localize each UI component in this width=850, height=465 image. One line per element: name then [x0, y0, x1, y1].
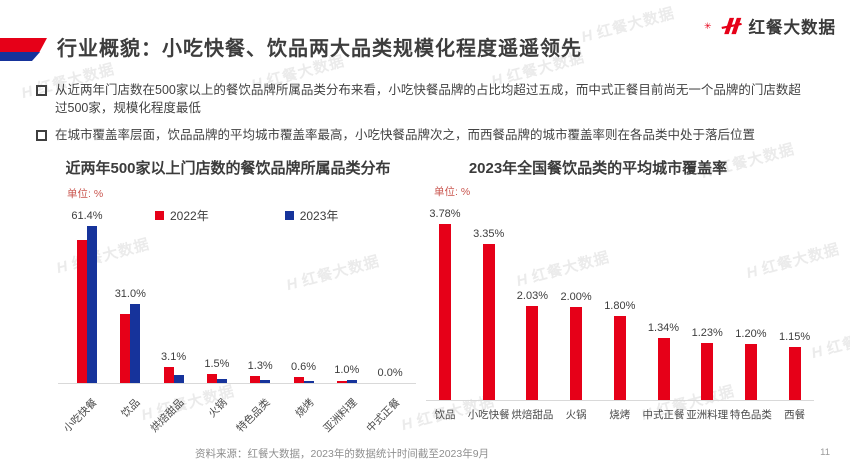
bar-2023-烧烤: [303, 381, 314, 383]
bullet-item: 从近两年门店数在500家以上的餐饮品牌所属品类分布来看，小吃快餐品牌的占比均超过…: [36, 82, 808, 118]
value-label: 1.80%: [604, 300, 636, 312]
bar-火锅: [570, 307, 583, 400]
legend-label-2023: 2023年: [299, 209, 339, 223]
bullet-text: 从近两年门店数在500家以上的餐饮品牌所属品类分布来看，小吃快餐品牌的占比均超过…: [55, 83, 801, 115]
value-label: 0.0%: [377, 367, 403, 379]
source-note: 资料来源：红餐大数据，2023年的数据统计时间截至2023年9月: [195, 448, 490, 460]
bar-2023-饮品: [130, 304, 141, 383]
logo-spark-icon: ✳: [703, 20, 712, 31]
bullet-item: 在城市覆盖率层面，饮品品牌的平均城市覆盖率最高，小吃快餐品牌次之，而西餐品牌的城…: [36, 127, 808, 145]
value-label: 1.3%: [247, 360, 273, 372]
category-label: 烧烤: [609, 409, 631, 421]
value-label: 1.5%: [204, 358, 230, 370]
value-label: 31.0%: [114, 288, 146, 300]
value-label: 1.20%: [735, 328, 767, 340]
bar-特色品类: [744, 344, 757, 400]
bar-亚洲料理: [701, 343, 714, 400]
category-label: 火锅: [565, 409, 587, 421]
value-label: 3.35%: [473, 228, 505, 240]
value-label: 3.1%: [161, 351, 187, 363]
watermark-logo: H红餐大数据: [514, 248, 612, 291]
legend-swatch-2023: [284, 211, 294, 220]
bar-2022-亚洲料理: [336, 381, 347, 383]
bar-烘焙甜品: [526, 306, 539, 400]
watermark-logo: H红餐大数据: [744, 240, 842, 283]
bar-西餐: [788, 347, 801, 400]
page-title: 行业概貌：小吃快餐、饮品两大品类规模化程度遥遥领先: [57, 38, 582, 60]
category-label: 饮品: [434, 409, 456, 421]
bar-2022-烧烤: [293, 377, 304, 383]
brand-logo-text: 红餐大数据: [748, 19, 836, 37]
title-flag-blue: [0, 52, 40, 61]
bar-饮品: [439, 224, 451, 400]
title-flag-red: [0, 38, 47, 52]
bar-2022-烘焙甜品: [163, 367, 174, 383]
bar-2022-饮品: [120, 314, 131, 383]
category-label: 烘焙甜品: [511, 409, 554, 421]
left-chart-title: 近两年500家以上门店数的餐饮品牌所属品类分布: [65, 160, 391, 177]
value-label: 61.4%: [71, 210, 103, 222]
value-label: 0.6%: [290, 361, 317, 373]
bar-2023-烘焙甜品: [173, 375, 184, 383]
legend-label-2022: 2022年: [170, 209, 209, 223]
bar-2022-火锅: [206, 374, 217, 383]
left-chart-x-axis: [58, 383, 416, 384]
watermark-logo: H红餐大数据: [54, 235, 152, 278]
value-label: 1.15%: [778, 331, 811, 343]
page-number: 11: [820, 447, 830, 458]
legend-item-2023: 2023年: [284, 207, 339, 224]
right-chart-title: 2023年全国餐饮品类的平均城市覆盖率: [468, 160, 728, 177]
bar-2023-火锅: [216, 379, 227, 383]
value-label: 3.78%: [429, 208, 461, 220]
bar-2023-亚洲料理: [346, 380, 357, 383]
category-label: 西餐: [784, 409, 806, 421]
left-chart-unit-label: 单位: %: [67, 188, 104, 200]
category-label: 特色品类: [729, 409, 772, 421]
bar-2022-特色品类: [250, 376, 261, 383]
brand-logo: ✳ 红餐大数据: [704, 14, 836, 38]
value-label: 1.23%: [691, 327, 723, 339]
watermark-logo: H红餐大数据: [284, 252, 382, 295]
value-label: 1.34%: [647, 322, 680, 334]
brand-h-icon: [721, 17, 742, 35]
legend-swatch-2022: [155, 211, 164, 220]
category-label: 中式正餐: [642, 409, 685, 421]
legend-item-2022: 2022年: [155, 207, 209, 224]
summary-bullets: 从近两年门店数在500家以上的餐饮品牌所属品类分布来看，小吃快餐品牌的占比均超过…: [36, 82, 808, 144]
left-chart-legend: 2022年 2023年: [155, 207, 338, 224]
right-chart-unit-label: 单位: %: [434, 186, 471, 198]
right-chart-x-axis: [426, 400, 814, 401]
watermark-logo: H红餐大数据: [579, 4, 677, 47]
value-label: 2.00%: [560, 291, 592, 303]
category-label: 小吃快餐: [467, 409, 510, 421]
value-label: 2.03%: [516, 290, 548, 302]
bar-2023-小吃快餐: [87, 226, 97, 383]
bar-2022-小吃快餐: [77, 240, 87, 383]
bar-中式正餐: [657, 338, 670, 400]
bullet-square-icon: [36, 85, 47, 96]
bar-2023-特色品类: [260, 380, 271, 383]
bullet-square-icon: [36, 129, 47, 141]
category-label: 亚洲料理: [686, 409, 729, 421]
value-label: 1.0%: [334, 364, 360, 376]
bullet-text: 在城市覆盖率层面，饮品品牌的平均城市覆盖率最高，小吃快餐品牌次之，而西餐品牌的城…: [55, 127, 756, 142]
bar-小吃快餐: [482, 244, 495, 400]
bar-烧烤: [613, 316, 626, 400]
